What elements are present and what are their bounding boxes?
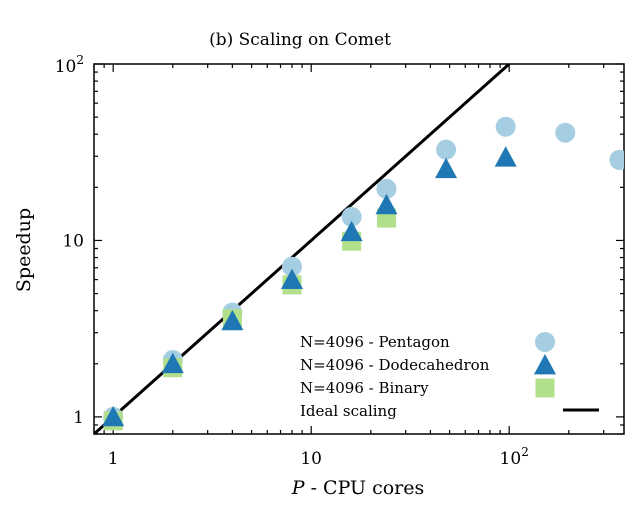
data-point-triangle [340,220,363,242]
legend-label: N=4096 - Dodecahedron [300,356,490,374]
data-point-triangle [221,309,244,331]
data-point-triangle [161,352,184,374]
chart-title: (b) Scaling on Comet [209,30,391,50]
data-point-triangle [375,193,398,215]
x-axis-label: P - CPU cores [291,477,425,499]
series-square [103,208,396,431]
legend: N=4096 - Pentagon N=4096 - Dodecahedron N=… [300,332,599,420]
data-point-circle [436,139,457,160]
legend-marker-triangle [534,354,556,375]
x-tick-label: 1 [108,449,119,469]
data-point-circle [376,178,397,199]
data-point-triangle [102,405,125,427]
x-tick-label: 10 [300,449,322,469]
data-point-circle [341,206,362,227]
legend-label: Ideal scaling [300,402,397,420]
legend-marker-circle [535,332,555,352]
series-triangle [102,146,517,427]
legend-marker-square [535,378,555,398]
x-tick-label: 102 [500,445,529,469]
data-point-triangle [281,268,304,289]
y-tick-label: 1 [73,408,84,428]
data-point-triangle [435,157,458,179]
data-point-triangle [494,146,517,167]
legend-label: N=4096 - Pentagon [300,333,450,351]
y-tick-label: 10 [62,231,84,251]
x-axis-label-text: - CPU cores [305,477,425,499]
legend-label: N=4096 - Binary [300,379,429,397]
axis-ticks: 1 10 102 1 10 102 [55,53,624,469]
x-axis-label-var: P [291,477,306,499]
y-tick-label: 102 [55,53,84,77]
y-axis-label: Speedup [13,208,35,292]
data-point-circle [282,256,303,277]
data-series [94,64,624,434]
data-point-circle [555,122,576,143]
data-point-circle [495,116,516,137]
data-point-circle [609,149,624,170]
